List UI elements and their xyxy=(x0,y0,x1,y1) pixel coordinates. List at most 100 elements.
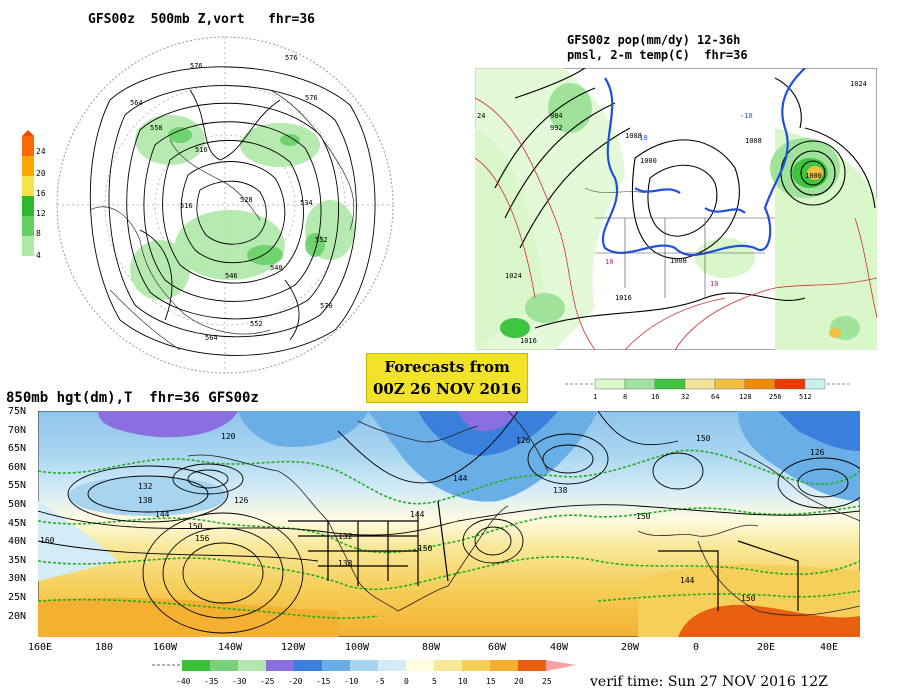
height-label: 126 xyxy=(234,496,249,505)
polar-panel-title: GFS00z 500mb Z,vort fhr=36 xyxy=(88,12,315,27)
precip-cb-tick: 8 xyxy=(623,393,627,401)
lon-label: 100W xyxy=(345,642,370,653)
lat-label: 75N xyxy=(8,406,27,417)
lon-label: 40E xyxy=(820,642,839,653)
precip-panel-title-1: GFS00z pop(mm/dy) 12-36h xyxy=(567,33,741,47)
polar-contour-label: 516 xyxy=(180,202,193,210)
temp-cb-tick: 15 xyxy=(486,677,496,686)
lon-label: 120W xyxy=(281,642,306,653)
precip-contour-label: 1008 xyxy=(745,137,762,145)
lon-label: 20W xyxy=(621,642,640,653)
temp-cb-tick: -5 xyxy=(375,677,385,686)
lon-label: 40W xyxy=(550,642,569,653)
height-label: 160 xyxy=(40,536,55,545)
polar-contour-label: 516 xyxy=(195,146,208,154)
precip-contour-label: 1000 xyxy=(805,172,822,180)
precip-colorbar: 1 8 16 32 64 128 256 512 xyxy=(565,378,850,401)
lon-label: 60W xyxy=(488,642,507,653)
height-label: 132 xyxy=(338,532,353,541)
forecast-line-2: 00Z 26 NOV 2016 xyxy=(373,380,522,398)
precip-shading xyxy=(475,68,877,350)
lat-label: 70N xyxy=(8,424,27,436)
precip-contour-label: 1008 xyxy=(670,257,687,265)
lon-label: 160W xyxy=(153,642,178,653)
precip-contour-label: -10 xyxy=(635,134,648,142)
polar-contour-label: 570 xyxy=(320,302,333,310)
verif-time: verif time: Sun 27 NOV 2016 12Z xyxy=(590,674,828,690)
polar-contour-label: 546 xyxy=(225,272,238,280)
forecast-init-box: Forecasts from 00Z 26 NOV 2016 xyxy=(366,353,529,403)
temp-cb-tick: -15 xyxy=(316,677,331,686)
polar-contour-label: 558 xyxy=(150,124,163,132)
polar-cb-tick: 12 xyxy=(36,209,46,218)
polar-colorbar: 24 20 16 12 8 4 xyxy=(22,130,46,260)
precip-contour-label: 10 xyxy=(710,280,718,288)
height-label: 126 xyxy=(810,448,825,457)
temp-cb-tick: -20 xyxy=(288,677,303,686)
lat-label: 50N xyxy=(8,498,27,510)
precip-cb-tick: 1 xyxy=(593,393,597,401)
precip-contour-label: 1000 xyxy=(640,157,657,165)
height-label: 150 xyxy=(696,434,711,443)
isotherms xyxy=(38,449,860,619)
precip-contour-label: -10 xyxy=(740,112,753,120)
height-label: 150 xyxy=(418,544,433,553)
precip-cb-tick: 128 xyxy=(739,393,752,401)
polar-colorbar-arrow xyxy=(22,130,34,136)
height-label: 144 xyxy=(155,510,170,519)
temp-cb-tick: -10 xyxy=(344,677,359,686)
height-label: 150 xyxy=(636,512,651,521)
height-label: 120 xyxy=(221,432,236,441)
state-borders xyxy=(288,500,799,611)
lower-panel-title: 850mb hgt(dm),T fhr=36 GFS00z xyxy=(6,390,259,406)
lat-label: 35N xyxy=(8,554,27,566)
lon-label: 160E xyxy=(28,642,53,653)
polar-contour-label: 576 xyxy=(305,94,318,102)
freezing-line xyxy=(602,68,806,257)
precip-cb-tick: 64 xyxy=(711,393,719,401)
lat-label: 30N xyxy=(8,573,27,585)
height-label: 138 xyxy=(553,486,568,495)
precip-map: 1024 1008 1000 1008 1016 1024 1016 1000 … xyxy=(475,68,877,350)
precip-cb-tick: 512 xyxy=(799,393,812,401)
lat-label: 40N xyxy=(8,536,27,548)
polar-contour-label: 576 xyxy=(285,54,298,62)
borders xyxy=(584,187,775,298)
height-label: 132 xyxy=(138,482,153,491)
lat-label: 45N xyxy=(8,517,27,529)
height-contours xyxy=(89,66,376,356)
temp-cb-tick: 5 xyxy=(432,677,437,686)
temp-cb-tick: 10 xyxy=(458,677,468,686)
lon-label: 0 xyxy=(693,642,700,653)
lower-map: 120 132 138 126 144 150 156 144 132 138 … xyxy=(38,411,860,637)
lat-axis: 75N 70N 65N 60N 55N 50N 45N 40N 35N 30N … xyxy=(8,406,38,629)
coastlines xyxy=(89,89,355,351)
lat-label: 20N xyxy=(8,610,27,622)
height-label: 156 xyxy=(195,534,210,543)
polar-contour-label: 552 xyxy=(250,320,263,328)
precip-contour-label: 1024 xyxy=(850,80,867,88)
height-label: 144 xyxy=(410,510,425,519)
temperature-colorbar: -40 -35 -30 -25 -20 -15 -10 -5 0 5 10 15… xyxy=(152,660,576,686)
height-label: 138 xyxy=(138,496,153,505)
polar-contour-label: 534 xyxy=(300,199,313,207)
precip-contour-label: 992 xyxy=(550,124,563,132)
temp-cb-tick: 25 xyxy=(542,677,552,686)
warm-shading xyxy=(38,564,860,637)
precip-contour-label: 10 xyxy=(605,258,613,266)
lat-label: 55N xyxy=(8,480,27,492)
cold-shading xyxy=(38,411,860,581)
precip-cb-tick: 16 xyxy=(651,393,659,401)
temp-cb-tick: -40 xyxy=(176,677,191,686)
precip-contour-label: 1016 xyxy=(615,294,632,302)
polar-cb-tick: 16 xyxy=(36,189,46,198)
lat-label: 60N xyxy=(8,461,27,473)
lon-label: 80W xyxy=(422,642,441,653)
polar-contour-label: 552 xyxy=(315,236,328,244)
polar-map: 576 576 564 558 516 516 528 534 552 570 … xyxy=(56,36,394,374)
lon-label: 140W xyxy=(218,642,243,653)
height-label: 144 xyxy=(453,474,468,483)
lon-label: 20E xyxy=(757,642,776,653)
polar-cb-tick: 24 xyxy=(36,147,46,156)
precip-contour-label: 24 xyxy=(477,112,485,120)
